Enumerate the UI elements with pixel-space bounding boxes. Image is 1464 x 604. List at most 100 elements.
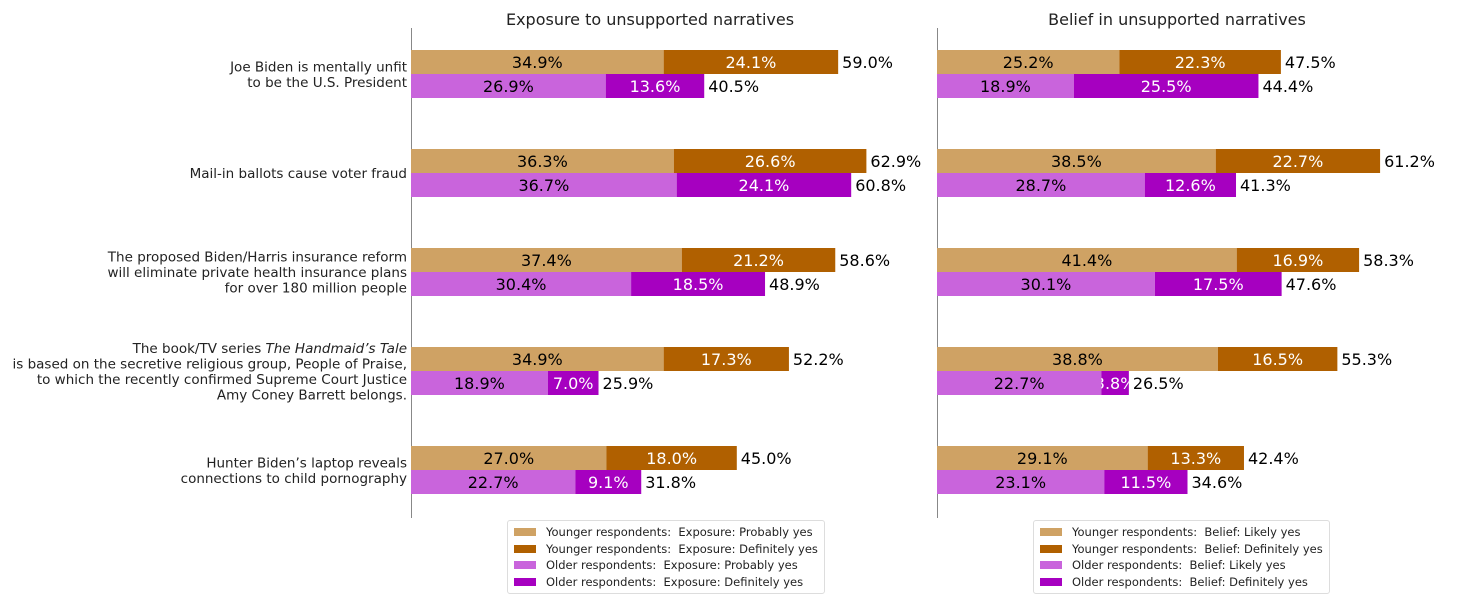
bar-total-label: 47.5% xyxy=(1285,53,1336,72)
category-label: The proposed Biden/Harris insurance refo… xyxy=(107,250,407,297)
bar-segment xyxy=(547,371,599,395)
bar-total-label: 45.0% xyxy=(741,449,792,468)
legend-label: Older respondents: Belief: Definitely ye… xyxy=(1072,574,1308,589)
bar-value-label: 34.9% xyxy=(512,350,563,369)
bar-segment xyxy=(1147,446,1244,470)
bar-segment xyxy=(937,74,1074,98)
legend-swatch xyxy=(1040,577,1062,586)
bar-segment xyxy=(411,173,677,197)
bar-segment xyxy=(631,272,766,296)
bar-total-label: 58.6% xyxy=(839,251,890,270)
legend-swatch xyxy=(1040,528,1062,537)
bar-total-label: 34.6% xyxy=(1192,473,1243,492)
legend-swatch xyxy=(514,577,536,586)
legend-swatch xyxy=(514,544,536,553)
bar-segment xyxy=(937,50,1120,74)
legend-swatch xyxy=(514,561,536,570)
bar-value-label: 21.2% xyxy=(733,251,784,270)
legend-item: Older respondents: Belief: Definitely ye… xyxy=(1040,574,1323,591)
bar-value-label: 24.1% xyxy=(739,176,790,195)
bar-value-label: 38.5% xyxy=(1051,152,1102,171)
bar-total-label: 59.0% xyxy=(842,53,893,72)
legend-item: Younger respondents: Exposure: Probably … xyxy=(514,524,818,541)
bar-total-label: 52.2% xyxy=(793,350,844,369)
bar-value-label: 13.6% xyxy=(630,77,681,96)
bar-value-label: 17.3% xyxy=(701,350,752,369)
bar-value-label: 37.4% xyxy=(521,251,572,270)
legend-label: Older respondents: Exposure: Definitely … xyxy=(546,574,804,589)
legend-label: Younger respondents: Exposure: Probably … xyxy=(546,525,813,540)
bar-segment xyxy=(411,149,674,173)
bar-segment xyxy=(937,149,1216,173)
bar-total-label: 31.8% xyxy=(645,473,696,492)
bar-total-label: 58.3% xyxy=(1363,251,1414,270)
bar-segment xyxy=(1073,74,1259,98)
legend-item: Older respondents: Exposure: Definitely … xyxy=(514,574,818,591)
bar-segment xyxy=(1215,149,1381,173)
category-label: Joe Biden is mentally unfit to be the U.S… xyxy=(229,59,407,91)
bar-segment xyxy=(937,347,1218,371)
bar-value-label: 22.3% xyxy=(1175,53,1226,72)
bar-total-label: 25.9% xyxy=(603,374,654,393)
bar-value-label: 26.9% xyxy=(483,77,534,96)
bar-total-label: 42.4% xyxy=(1248,449,1299,468)
bar-total-label: 62.9% xyxy=(870,152,921,171)
bar-value-label: 12.6% xyxy=(1165,176,1216,195)
bar-segment xyxy=(937,371,1102,395)
bar-segment xyxy=(663,50,839,74)
legend-label: Younger respondents: Belief: Likely yes xyxy=(1072,525,1301,540)
bar-total-label: 61.2% xyxy=(1384,152,1435,171)
bar-segment xyxy=(1144,173,1237,197)
category-label: The book/TV series The Handmaid’s Tale is… xyxy=(13,341,408,404)
bar-segment xyxy=(1104,470,1188,494)
bar-value-label: 18.9% xyxy=(980,77,1031,96)
legend: Younger respondents: Exposure: Probably … xyxy=(507,520,825,594)
bar-total-label: 48.9% xyxy=(769,275,820,294)
bar-value-label: 34.9% xyxy=(512,53,563,72)
bar-value-label: 36.7% xyxy=(518,176,569,195)
bar-value-label: 24.1% xyxy=(726,53,777,72)
chart-title: Belief in unsupported narratives xyxy=(1048,10,1306,29)
bar-total-label: 60.8% xyxy=(855,176,906,195)
bar-segment xyxy=(663,347,789,371)
bar-value-label: 11.5% xyxy=(1120,473,1171,492)
category-label: Mail-in ballots cause voter fraud xyxy=(190,166,407,182)
bar-value-label: 27.0% xyxy=(483,449,534,468)
bar-value-label: 25.5% xyxy=(1141,77,1192,96)
bar-segment xyxy=(1217,347,1338,371)
bar-segment xyxy=(575,470,642,494)
bar-segment xyxy=(606,446,737,470)
bar-value-label: 41.4% xyxy=(1061,251,1112,270)
bar-value-label: 26.6% xyxy=(745,152,796,171)
bar-value-label: 18.9% xyxy=(454,374,505,393)
bar-segment xyxy=(605,74,705,98)
bar-value-label: 9.1% xyxy=(588,473,629,492)
legend-swatch xyxy=(514,528,536,537)
legend-item: Younger respondents: Belief: Definitely … xyxy=(1040,541,1323,558)
bar-value-label: 30.4% xyxy=(496,275,547,294)
bar-value-label: 18.0% xyxy=(646,449,697,468)
bar-segment xyxy=(411,470,576,494)
bar-value-label: 25.2% xyxy=(1003,53,1054,72)
bar-segment xyxy=(1236,248,1360,272)
bar-total-label: 44.4% xyxy=(1262,77,1313,96)
bar-segment xyxy=(937,272,1155,296)
bar-total-label: 40.5% xyxy=(708,77,759,96)
legend-item: Older respondents: Exposure: Probably ye… xyxy=(514,557,818,574)
bar-value-label: 36.3% xyxy=(517,152,568,171)
legend: Younger respondents: Belief: Likely yes Y… xyxy=(1033,520,1330,594)
bar-total-label: 55.3% xyxy=(1341,350,1392,369)
bar-value-label: 16.9% xyxy=(1272,251,1323,270)
bar-segment xyxy=(937,446,1148,470)
bar-segment xyxy=(411,50,664,74)
bar-segment xyxy=(411,347,664,371)
chart-title: Exposure to unsupported narratives xyxy=(506,10,794,29)
bar-segment xyxy=(937,248,1237,272)
bar-value-label: 38.8% xyxy=(1052,350,1103,369)
bar-value-label: 30.1% xyxy=(1021,275,1072,294)
legend-label: Older respondents: Belief: Likely yes xyxy=(1072,558,1286,573)
bar-segment xyxy=(1154,272,1282,296)
bar-value-label: 16.5% xyxy=(1252,350,1303,369)
legend-item: Older respondents: Belief: Likely yes xyxy=(1040,557,1323,574)
legend-swatch xyxy=(1040,561,1062,570)
